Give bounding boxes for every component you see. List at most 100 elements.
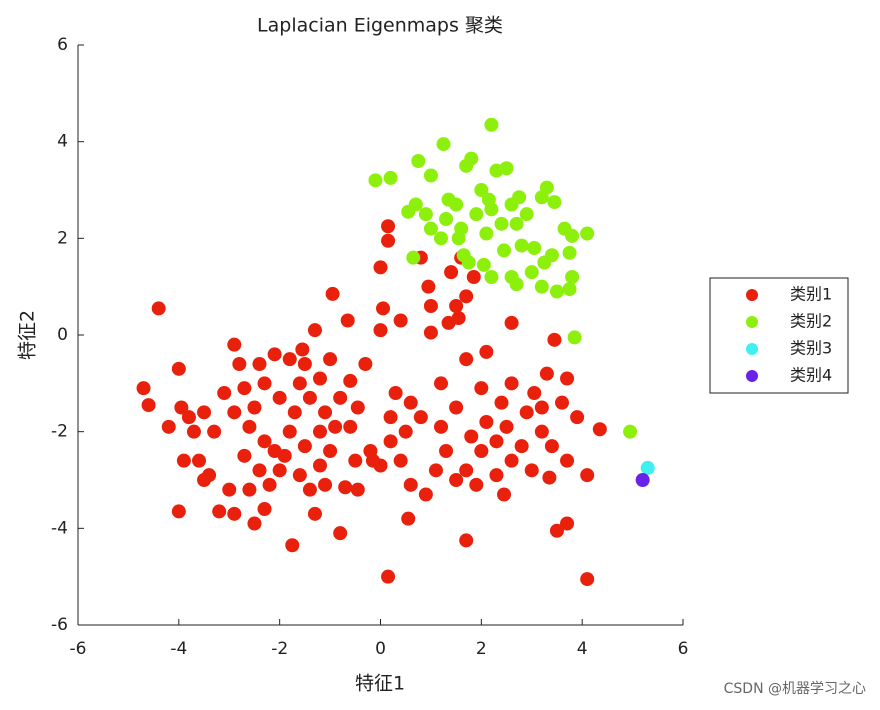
- point: [474, 381, 489, 396]
- point: [544, 248, 559, 263]
- point: [592, 422, 607, 437]
- point: [514, 439, 529, 454]
- point: [174, 400, 189, 415]
- point: [350, 400, 365, 415]
- point: [444, 265, 459, 280]
- point: [461, 255, 476, 270]
- legend-label: 类别3: [790, 339, 832, 358]
- legend-marker: [746, 343, 758, 355]
- point: [434, 376, 448, 391]
- point: [358, 357, 373, 371]
- point: [489, 163, 504, 178]
- point: [242, 482, 257, 497]
- point: [524, 463, 539, 478]
- point: [237, 381, 252, 396]
- point: [197, 473, 212, 487]
- point: [181, 410, 196, 425]
- point: [549, 523, 564, 538]
- point: [418, 487, 433, 502]
- point: [449, 299, 464, 313]
- point: [302, 482, 317, 497]
- point: [247, 516, 262, 531]
- point: [232, 357, 247, 371]
- point: [562, 282, 577, 297]
- point: [544, 439, 559, 454]
- point: [313, 458, 327, 473]
- point: [297, 357, 312, 371]
- point: [565, 270, 580, 284]
- point: [398, 424, 413, 439]
- x-tick-label: 6: [678, 639, 689, 659]
- point: [555, 395, 569, 410]
- point: [542, 470, 557, 485]
- point: [580, 468, 595, 483]
- legend-label: 类别2: [790, 312, 832, 331]
- y-tick-label: 4: [57, 132, 68, 152]
- point: [534, 279, 549, 294]
- point: [539, 366, 554, 381]
- point: [297, 439, 312, 454]
- point: [307, 506, 322, 521]
- point: [403, 395, 418, 410]
- point: [262, 477, 277, 492]
- point: [207, 424, 222, 439]
- point: [227, 506, 242, 521]
- point: [323, 444, 338, 458]
- point: [333, 526, 348, 541]
- point: [580, 226, 595, 241]
- x-tick-label: -2: [271, 639, 288, 659]
- point: [171, 504, 186, 519]
- point: [484, 270, 499, 284]
- point: [383, 410, 398, 425]
- point: [237, 448, 252, 463]
- x-tick-label: 0: [375, 639, 386, 659]
- y-tick-label: 6: [57, 35, 68, 55]
- point: [449, 473, 464, 487]
- point: [292, 376, 307, 391]
- legend-label: 类别1: [790, 285, 832, 304]
- point: [393, 453, 408, 468]
- point: [476, 257, 491, 272]
- point: [151, 301, 166, 316]
- point: [539, 180, 554, 195]
- point: [504, 315, 519, 330]
- point: [363, 444, 378, 458]
- point: [176, 453, 191, 468]
- point: [479, 415, 494, 429]
- x-tick-label: 2: [476, 639, 487, 659]
- point: [557, 221, 572, 236]
- point: [499, 419, 514, 434]
- point: [257, 434, 272, 449]
- point: [368, 173, 383, 188]
- point: [292, 468, 307, 483]
- point: [469, 477, 484, 492]
- point: [257, 502, 272, 516]
- point: [257, 376, 272, 391]
- point: [313, 371, 327, 386]
- point: [497, 487, 512, 502]
- point: [340, 313, 355, 328]
- point: [623, 424, 638, 439]
- y-tick-label: -6: [51, 615, 68, 635]
- point: [381, 219, 396, 234]
- point: [287, 405, 302, 420]
- x-tick-label: 4: [577, 639, 588, 659]
- watermark: CSDN @机器学习之心: [724, 681, 866, 697]
- point: [549, 284, 564, 299]
- point: [328, 419, 343, 434]
- point: [403, 477, 418, 492]
- point: [411, 154, 426, 168]
- point: [307, 323, 322, 338]
- point: [136, 381, 151, 396]
- point: [560, 516, 575, 531]
- point: [197, 405, 212, 420]
- point: [217, 386, 232, 400]
- point: [512, 190, 527, 205]
- legend-marker: [746, 370, 758, 382]
- point: [418, 207, 433, 222]
- point: [459, 352, 474, 367]
- point: [527, 241, 542, 255]
- point: [560, 453, 575, 468]
- point: [318, 477, 333, 492]
- point: [227, 337, 242, 352]
